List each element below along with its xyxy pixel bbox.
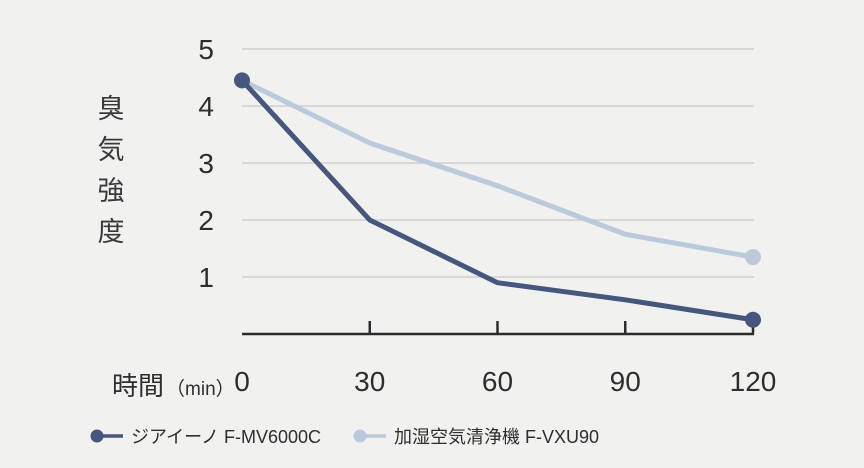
x-tick-label: 90 xyxy=(610,366,641,397)
y-tick-label: 4 xyxy=(198,91,214,122)
y-axis-title-char: 度 xyxy=(97,217,125,247)
y-tick-label: 5 xyxy=(198,34,214,65)
legend-marker-light-icon xyxy=(353,429,386,443)
series-line-1 xyxy=(239,77,756,260)
x-tick-label: 0 xyxy=(234,366,250,397)
x-axis-title: 時間 （min） xyxy=(112,366,235,403)
data-point-marker xyxy=(234,72,250,89)
legend-item-giaino: ジアイーノ F-MV6000C xyxy=(90,427,321,447)
x-tick-label: 120 xyxy=(730,366,777,397)
legend-label: ジアイーノ F-MV6000C xyxy=(131,427,322,447)
y-tick-label: 2 xyxy=(198,205,214,236)
y-axis-title-char: 気 xyxy=(97,135,125,165)
y-axis-title: 臭気強度 xyxy=(95,96,127,260)
y-axis-title-char: 強 xyxy=(97,176,125,206)
y-tick-label: 3 xyxy=(198,148,214,179)
x-axis-title-unit: （min） xyxy=(166,379,235,400)
x-tick-label: 60 xyxy=(482,366,513,397)
x-axis-title-text: 時間 xyxy=(112,371,165,401)
legend-marker-dark-icon xyxy=(90,429,123,443)
y-tick-label: 1 xyxy=(198,262,214,293)
y-axis-title-char: 臭 xyxy=(97,94,125,124)
series-line-0 xyxy=(239,77,756,323)
legend-label: 加湿空気清浄機 F-VXU90 xyxy=(394,427,600,447)
data-point-marker xyxy=(745,311,761,328)
legend-item-purifier: 加湿空気清浄機 F-VXU90 xyxy=(353,427,599,447)
x-tick-label: 30 xyxy=(354,366,385,397)
data-point-marker xyxy=(745,249,761,266)
